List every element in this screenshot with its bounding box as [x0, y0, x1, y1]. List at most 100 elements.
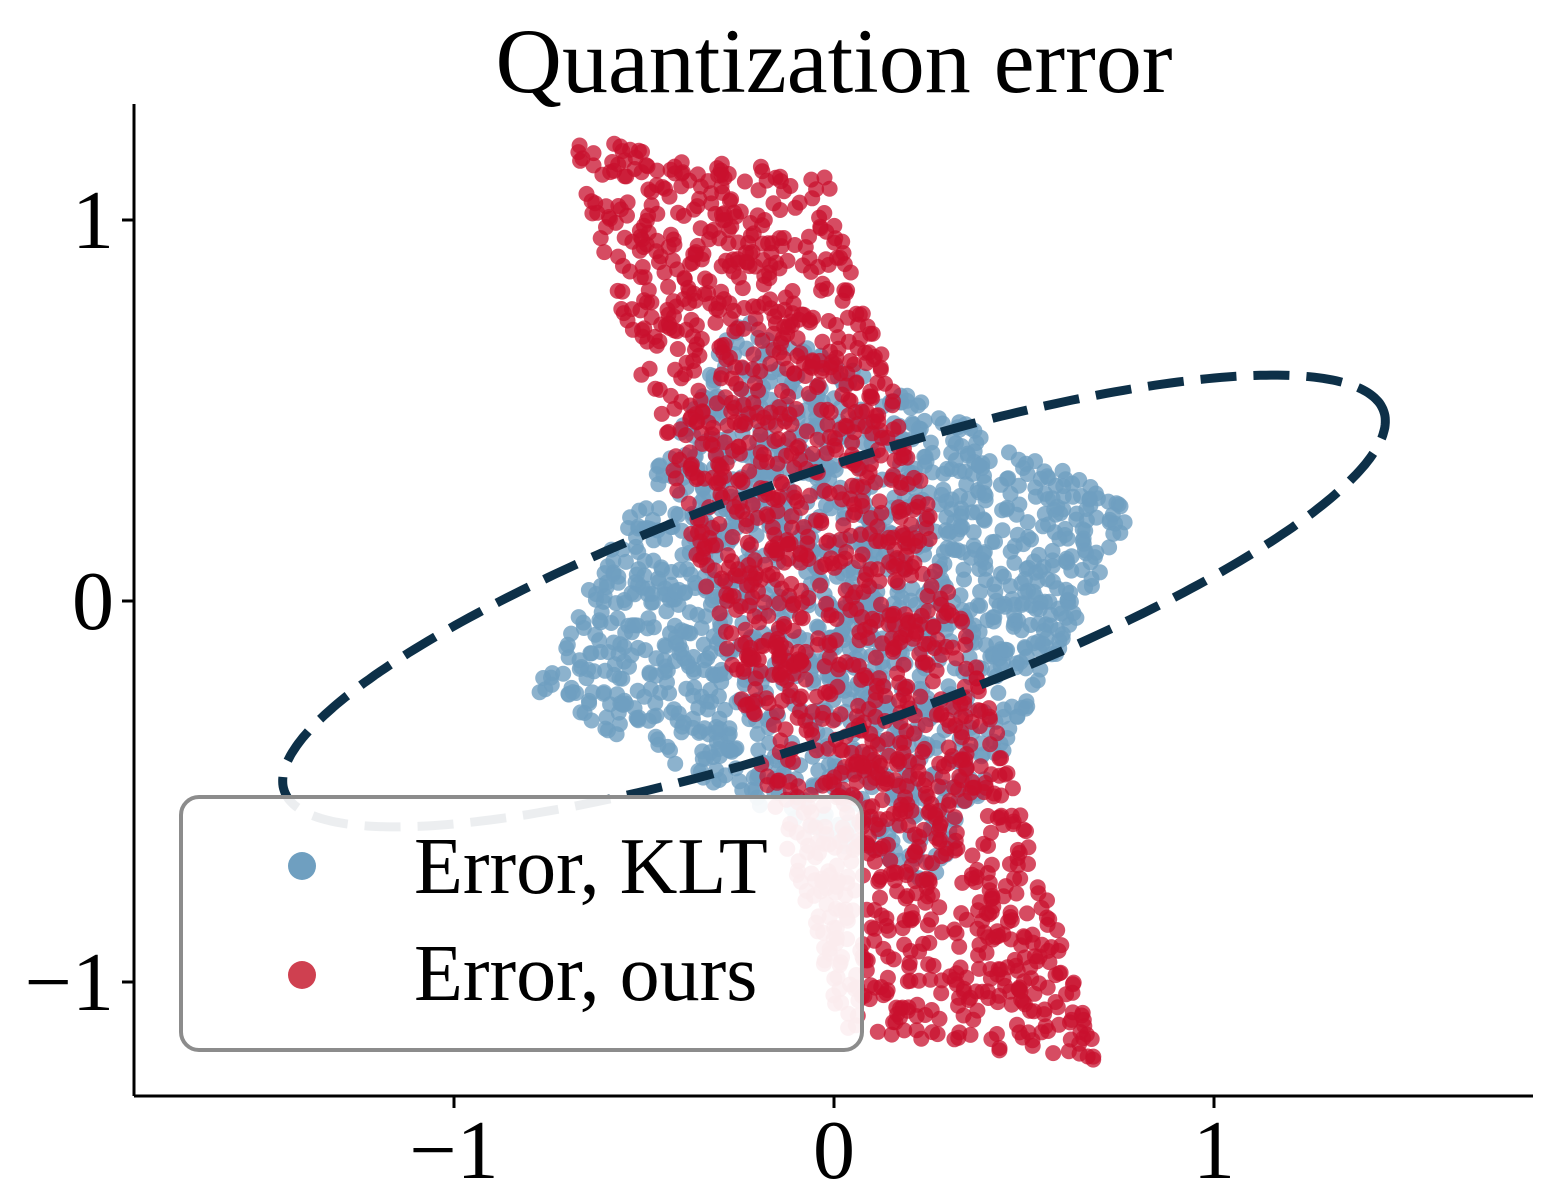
point-klt [662, 625, 678, 642]
point-ours [676, 270, 693, 286]
point-ours [616, 229, 633, 246]
point-klt [592, 614, 609, 631]
point-klt [609, 686, 626, 703]
point-ours [902, 943, 919, 959]
point-klt [952, 488, 968, 504]
point-klt [596, 684, 612, 701]
point-ours [659, 301, 676, 318]
point-ours [653, 405, 670, 422]
point-ours [916, 636, 933, 652]
point-klt [1027, 453, 1043, 470]
point-klt [951, 463, 968, 480]
point-ours [633, 366, 650, 383]
point-ours [694, 435, 711, 452]
point-ours [616, 168, 633, 185]
point-ours [800, 528, 816, 545]
point-klt [976, 512, 993, 529]
point-ours [845, 507, 862, 523]
point-ours [715, 205, 732, 222]
point-ours [991, 987, 1008, 1004]
point-ours [1072, 1024, 1089, 1040]
point-ours [924, 855, 941, 872]
point-ours [728, 375, 745, 392]
point-ours [872, 889, 888, 906]
point-ours [699, 557, 716, 574]
point-klt [641, 664, 658, 681]
point-klt [1031, 601, 1048, 618]
point-klt [954, 519, 971, 536]
point-ours [918, 511, 935, 528]
point-ours [925, 618, 942, 635]
point-ours [934, 769, 951, 786]
point-ours [971, 960, 987, 977]
point-ours [848, 756, 864, 773]
point-ours [877, 688, 894, 704]
point-klt [695, 636, 712, 653]
point-ours [862, 977, 879, 994]
point-klt [995, 568, 1012, 585]
point-ours [834, 233, 851, 250]
point-ours [633, 164, 650, 181]
point-ours [882, 852, 899, 869]
point-ours [683, 311, 700, 328]
point-ours [958, 660, 975, 677]
point-ours [585, 145, 602, 162]
point-klt [661, 685, 678, 702]
point-ours [800, 385, 817, 402]
point-ours [875, 940, 892, 957]
point-klt [575, 620, 592, 636]
point-ours [649, 205, 666, 222]
point-ours [1085, 1048, 1102, 1065]
point-ours [630, 142, 647, 159]
point-ours [808, 181, 825, 198]
point-klt [639, 586, 656, 603]
point-ours [728, 601, 745, 618]
point-ours [862, 510, 879, 527]
point-klt [1018, 693, 1035, 710]
point-klt [670, 705, 687, 722]
point-klt [630, 544, 647, 560]
point-klt [1020, 582, 1036, 599]
point-ours [607, 214, 624, 231]
point-ours [783, 575, 800, 592]
point-ours [820, 313, 837, 329]
point-ours [878, 985, 895, 1002]
point-ours [812, 577, 829, 594]
point-ours [768, 545, 785, 562]
point-klt [1049, 498, 1066, 515]
point-klt [582, 645, 599, 662]
point-ours [867, 649, 884, 666]
point-ours [885, 951, 902, 968]
point-ours [669, 482, 686, 499]
point-ours [754, 332, 771, 349]
point-ours [747, 681, 764, 698]
point-ours [1002, 909, 1019, 925]
point-klt [1049, 580, 1066, 597]
point-ours [742, 227, 759, 244]
points-layer [531, 135, 1133, 1068]
point-ours [982, 736, 999, 753]
point-klt [693, 620, 710, 636]
point-ours [697, 270, 714, 287]
point-ours [953, 905, 970, 922]
point-klt [1068, 609, 1085, 626]
point-ours [649, 162, 666, 179]
point-ours [776, 183, 792, 200]
point-klt [723, 743, 740, 760]
point-ours [781, 587, 798, 604]
point-klt [1039, 629, 1055, 646]
point-ours [821, 649, 838, 666]
point-ours [873, 869, 889, 885]
point-klt [559, 636, 576, 653]
point-ours [797, 368, 814, 384]
point-klt [760, 467, 777, 484]
point-klt [647, 695, 664, 712]
point-ours [980, 929, 997, 946]
point-ours [928, 706, 945, 723]
point-ours [765, 325, 782, 342]
ticks-layer: −1 0 1 1 0 −1 [25, 174, 1235, 1189]
point-ours [1036, 1006, 1053, 1023]
point-ours [794, 594, 811, 611]
point-ours [988, 1026, 1005, 1042]
